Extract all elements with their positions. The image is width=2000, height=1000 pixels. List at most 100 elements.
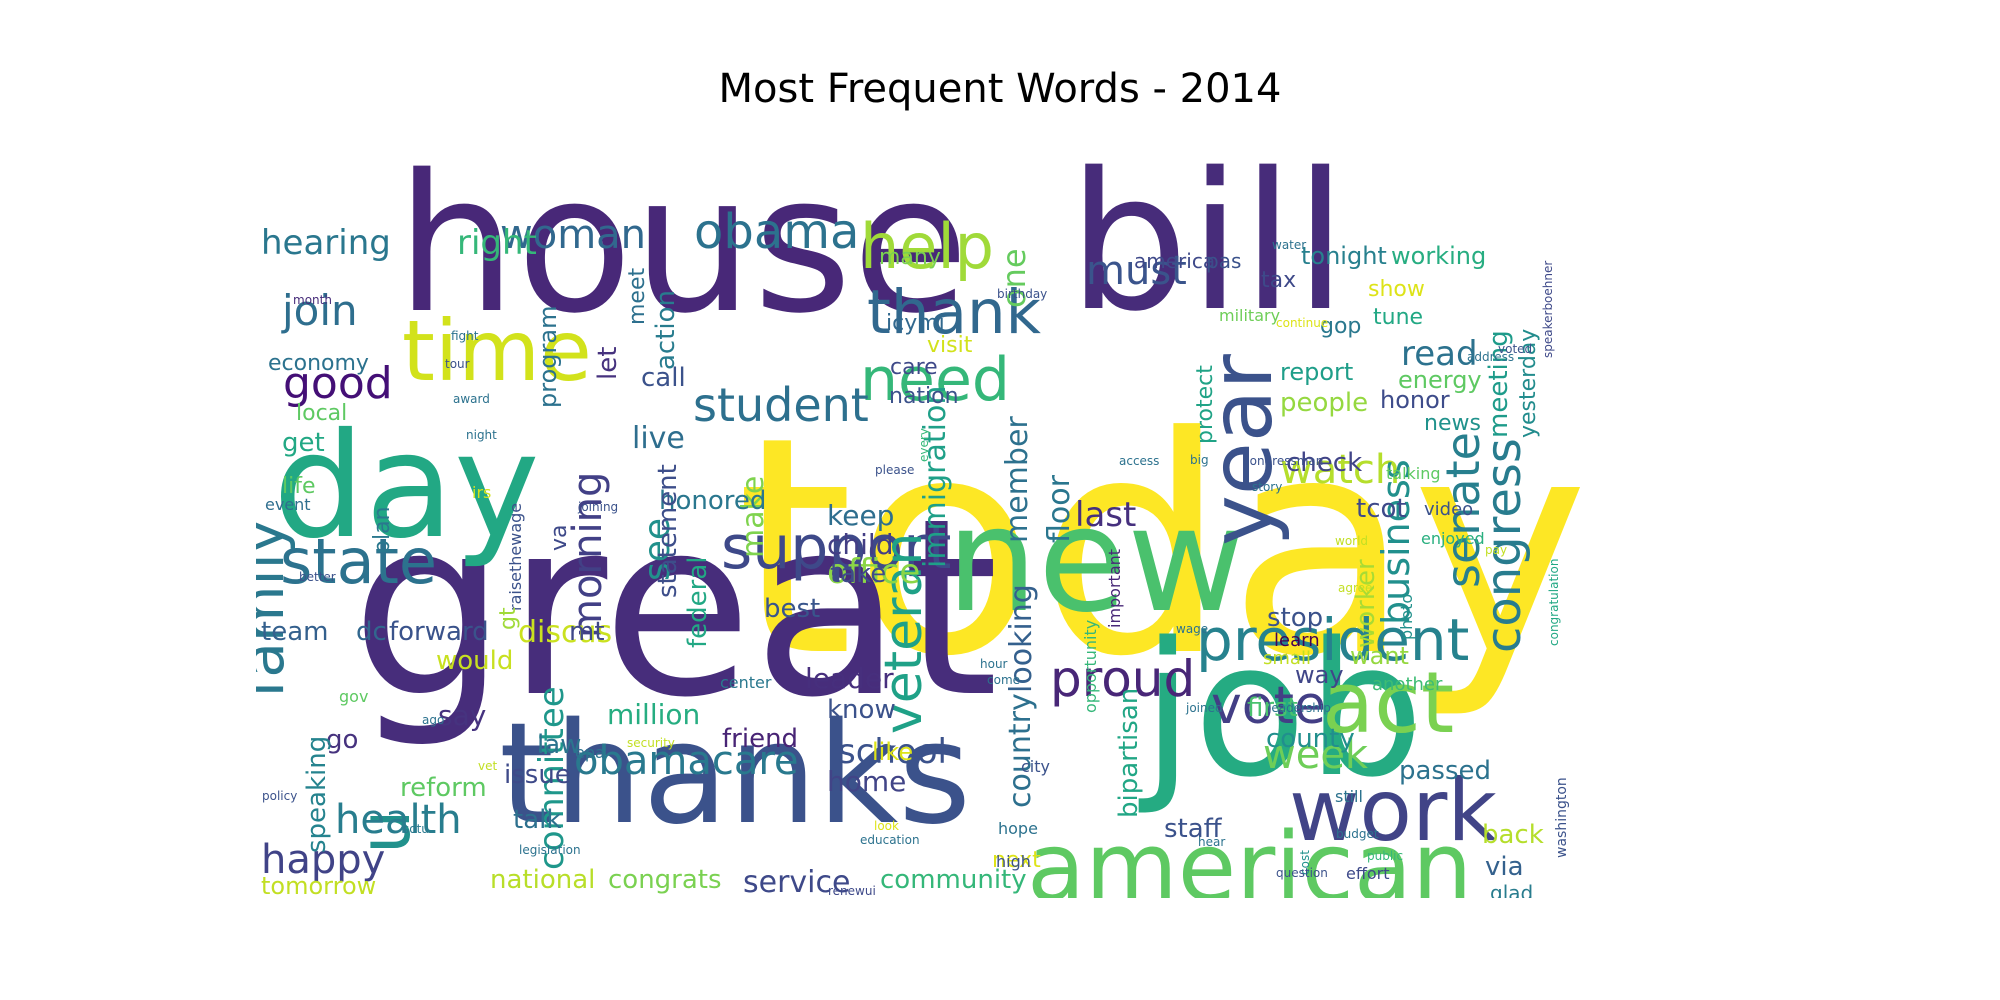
- word-washington: washington: [1554, 777, 1570, 858]
- word-let: let: [593, 347, 623, 380]
- word-live: live: [632, 421, 685, 456]
- word-statement: statement: [653, 464, 683, 598]
- word-fight: fight: [451, 329, 479, 343]
- word-work: work: [1289, 761, 1497, 861]
- word-great: great: [351, 466, 999, 751]
- word-please: please: [875, 463, 914, 477]
- word-first: first: [1247, 693, 1298, 723]
- word-security: security: [627, 736, 675, 750]
- word-big: big: [1190, 453, 1209, 467]
- word-veteran: veteran: [874, 533, 934, 734]
- word-morning: morning: [565, 472, 611, 638]
- word-pas: pas: [1206, 249, 1241, 273]
- word-gt: gt: [496, 607, 521, 630]
- word-address: address: [1467, 350, 1514, 364]
- word-thanks: thanks: [499, 693, 971, 856]
- word-gov: gov: [339, 687, 368, 706]
- word-talk: talk: [513, 805, 561, 835]
- word-woman: woman: [500, 212, 646, 258]
- word-country: country: [1003, 693, 1038, 808]
- word-member: member: [1000, 416, 1035, 543]
- word-report: report: [1280, 358, 1353, 386]
- word-house: house: [396, 134, 969, 355]
- word-renewui: renewui: [828, 884, 876, 898]
- word-effort: effort: [1346, 864, 1390, 883]
- word-policy: policy: [262, 789, 297, 803]
- word-show: show: [1368, 277, 1425, 302]
- word-program: program: [534, 306, 562, 408]
- word-staff: staff: [1164, 814, 1223, 844]
- word-night: night: [466, 428, 497, 442]
- word-military: military: [1219, 306, 1280, 325]
- word-action: action: [651, 290, 681, 370]
- word-check: check: [1286, 448, 1362, 478]
- word-come: come: [987, 673, 1020, 687]
- word-people: people: [1280, 388, 1368, 418]
- word-team: team: [261, 617, 328, 647]
- word-passed: passed: [1399, 756, 1491, 786]
- word-obamacare: obamacare: [574, 738, 799, 784]
- word-tune: tune: [1373, 305, 1423, 330]
- word-dc: dc: [356, 617, 387, 647]
- word-city: city: [1021, 757, 1050, 776]
- word-looking: looking: [1004, 584, 1039, 693]
- word-proud: proud: [1050, 650, 1195, 708]
- word-tomorrow: tomorrow: [261, 872, 376, 898]
- word-enjoyed: enjoyed: [1421, 529, 1485, 548]
- word-day: day: [273, 402, 540, 571]
- word-congressman: congressman: [1243, 454, 1323, 468]
- word-month: month: [293, 293, 332, 307]
- word-continue: continue: [1276, 316, 1328, 330]
- word-pay: pay: [1485, 543, 1507, 557]
- word-yesterday: yesterday: [1516, 329, 1541, 438]
- word-bill: bill: [1068, 132, 1347, 353]
- word-happy: happy: [261, 837, 385, 883]
- word-stop: stop: [1267, 603, 1323, 633]
- word-county: county: [1266, 724, 1355, 754]
- word-forward: forward: [389, 617, 489, 647]
- word-hear: hear: [1198, 835, 1225, 849]
- word-million: million: [607, 698, 700, 731]
- word-epa: epa: [575, 743, 605, 762]
- word-congress: congress: [1476, 438, 1532, 653]
- word-nation: nation: [889, 384, 959, 409]
- word-school: school: [838, 732, 947, 772]
- word-center: center: [720, 673, 772, 692]
- word-irs: irs: [472, 483, 491, 502]
- word-say: say: [438, 699, 486, 732]
- word-support: support: [721, 513, 951, 583]
- word-sotu: sotu: [403, 822, 429, 836]
- word-service: service: [743, 865, 850, 898]
- word-local: local: [296, 401, 347, 426]
- word-opportunity: opportunity: [1081, 620, 1100, 713]
- word-call: call: [641, 363, 686, 393]
- word-year: year: [1192, 353, 1292, 546]
- word-go: go: [326, 725, 358, 755]
- word-today: today: [736, 373, 1589, 722]
- word-next: next: [992, 848, 1041, 873]
- word-voted: voted: [1498, 342, 1532, 356]
- word-visit: visit: [927, 333, 973, 358]
- word-small: small: [1263, 648, 1311, 669]
- word-week: week: [1263, 732, 1369, 778]
- word-plan: plan: [370, 506, 395, 554]
- word-family: family: [256, 519, 297, 698]
- word-via: via: [1485, 852, 1524, 882]
- word-gop: gop: [1320, 314, 1361, 339]
- word-friend: friend: [722, 724, 798, 754]
- word-see: see: [637, 518, 678, 581]
- word-home: home: [827, 765, 906, 798]
- word-care: care: [890, 355, 938, 380]
- word-america: america: [1134, 249, 1215, 273]
- word-working: working: [1391, 242, 1486, 270]
- word-legislation: legislation: [519, 843, 581, 857]
- word-budget: budget: [1336, 827, 1379, 841]
- word-speakerboehner: speakerboehner: [1541, 261, 1555, 358]
- word-congratulation: congratulation: [1547, 559, 1561, 646]
- word-many: many: [879, 245, 941, 270]
- word-vote: vote: [1211, 676, 1326, 736]
- word-learn: learn: [1274, 630, 1320, 651]
- word-national: national: [490, 865, 595, 895]
- word-joining: joining: [577, 500, 618, 514]
- word-immigration: immigration: [918, 386, 953, 568]
